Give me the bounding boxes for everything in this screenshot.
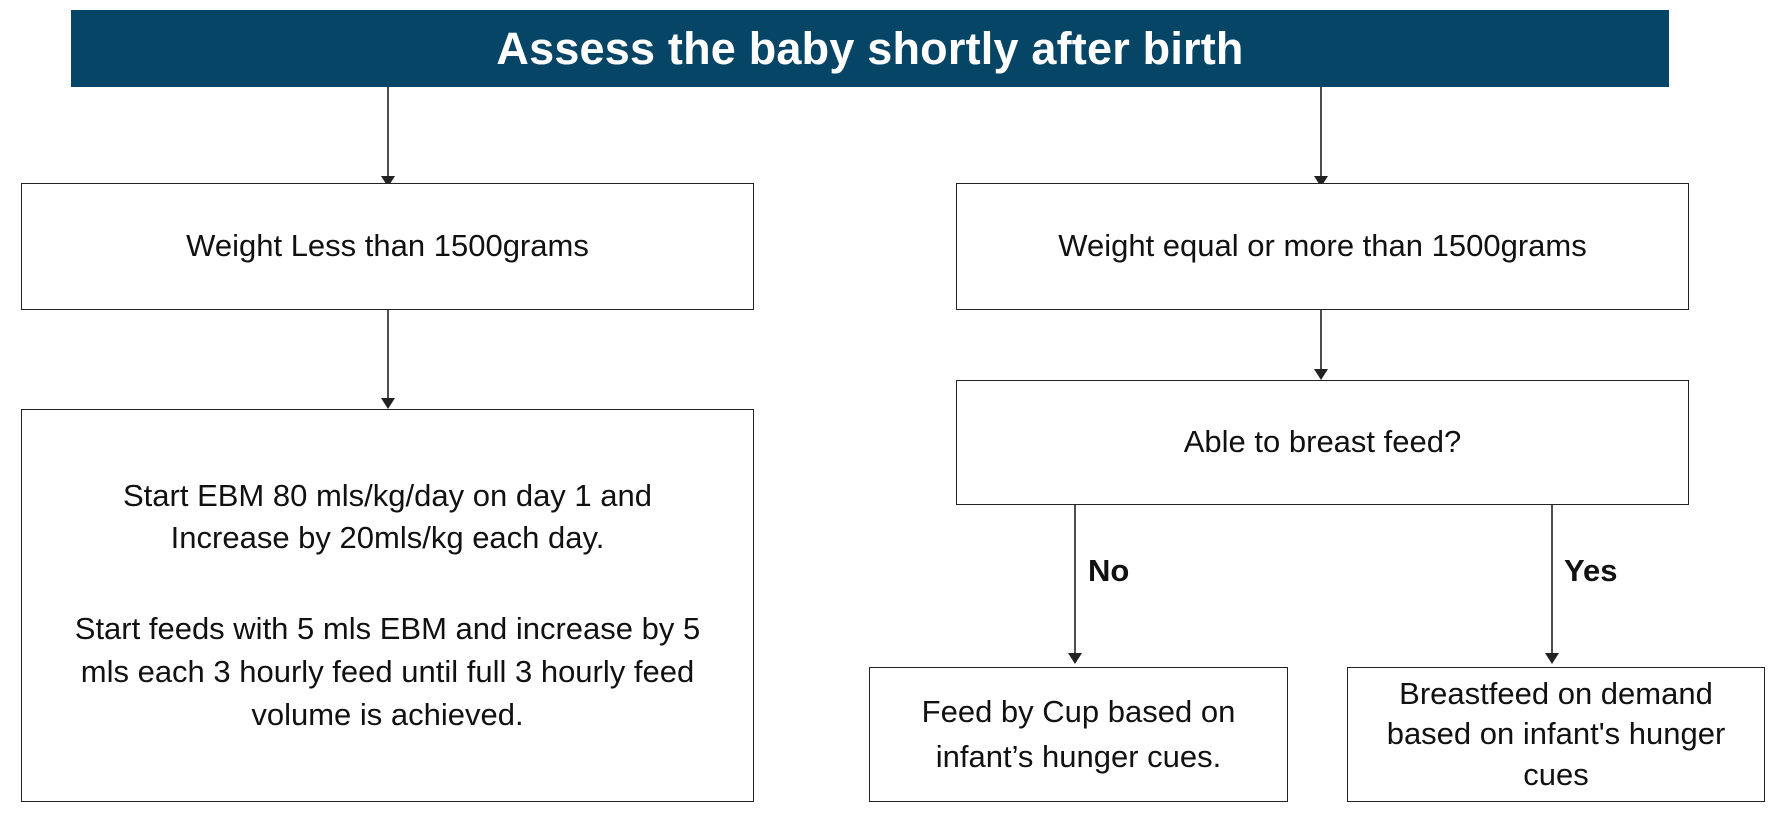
flowchart-header: Assess the baby shortly after birth bbox=[71, 10, 1669, 87]
yes-label: Yes bbox=[1564, 553, 1618, 588]
arrowhead bbox=[1545, 653, 1559, 664]
cup-feed-line: Feed by Cup based on bbox=[921, 694, 1236, 730]
instructions-line: Start EBM 80 mls/kg/day on day 1 and bbox=[123, 477, 652, 513]
breastfeed-line: cues bbox=[1523, 756, 1589, 792]
left-instructions-box: Start EBM 80 mls/kg/day on day 1 and Inc… bbox=[21, 409, 754, 802]
arrowhead bbox=[1068, 653, 1082, 664]
left-weight-box: Weight Less than 1500grams bbox=[21, 183, 754, 310]
left-weight-text: Weight Less than 1500grams bbox=[186, 228, 589, 264]
instructions-paragraph-1: Start EBM 80 mls/kg/day on day 1 and Inc… bbox=[123, 475, 652, 561]
right-weight-box: Weight equal or more than 1500grams bbox=[956, 183, 1689, 310]
cup-feed-box: Feed by Cup based on infant’s hunger cue… bbox=[869, 667, 1288, 802]
cup-feed-line: infant’s hunger cues. bbox=[935, 738, 1222, 774]
question-box: Able to breast feed? bbox=[956, 380, 1689, 505]
instructions-line: Increase by 20mls/kg each day. bbox=[170, 520, 605, 556]
arrowhead bbox=[1314, 369, 1328, 380]
breastfeed-line: Breastfeed on demand bbox=[1399, 676, 1713, 712]
right-weight-text: Weight equal or more than 1500grams bbox=[1058, 228, 1587, 264]
breastfeed-line: based on infant's hunger bbox=[1386, 716, 1726, 752]
header-title: Assess the baby shortly after birth bbox=[496, 22, 1244, 74]
arrowhead bbox=[381, 398, 395, 409]
instructions-paragraph-2: Start feeds with 5 mls EBM and increase … bbox=[75, 608, 700, 736]
no-label: No bbox=[1088, 553, 1130, 588]
breastfeed-box: Breastfeed on demand based on infant's h… bbox=[1347, 667, 1765, 802]
instructions-line: Start feeds with 5 mls EBM and increase … bbox=[74, 611, 701, 647]
arrowhead bbox=[381, 176, 395, 187]
instructions-line: mls each 3 hourly feed until full 3 hour… bbox=[80, 653, 695, 689]
question-text: Able to breast feed? bbox=[1183, 424, 1462, 460]
arrowhead bbox=[1314, 176, 1328, 187]
instructions-line: volume is achieved. bbox=[251, 696, 524, 732]
